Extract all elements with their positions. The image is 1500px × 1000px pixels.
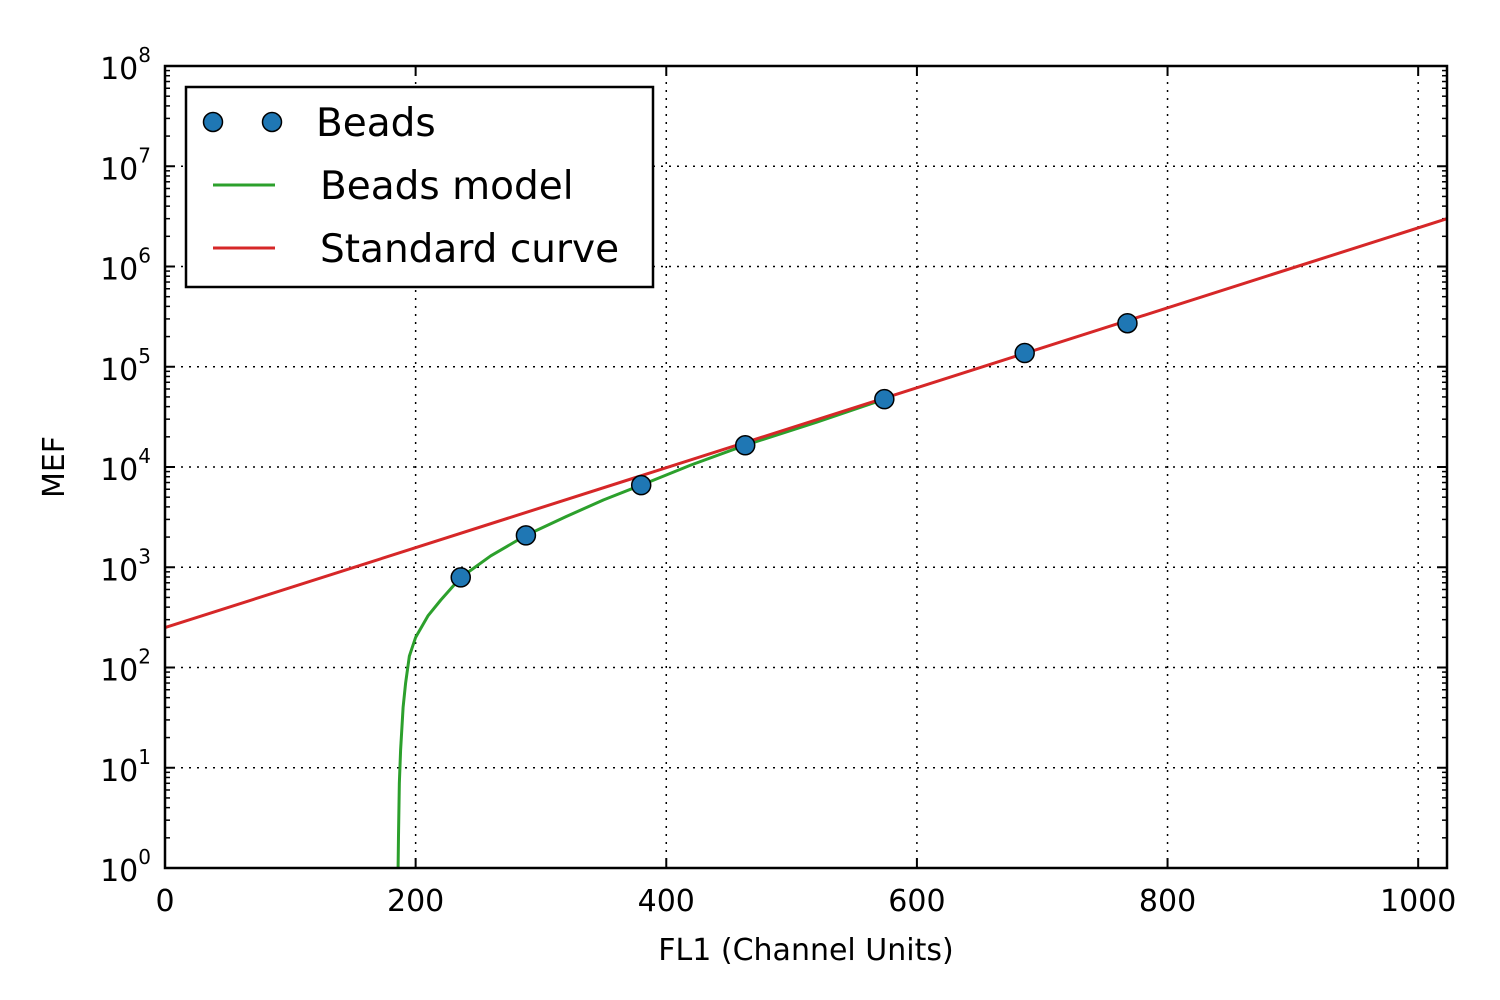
x-tick-label: 400 <box>638 884 695 919</box>
y-tick-label: 108 <box>100 43 151 87</box>
x-tick-label: 1000 <box>1380 884 1456 919</box>
beads-point <box>515 525 537 546</box>
legend: Beads Beads model Standard curve <box>184 85 655 289</box>
plot-series <box>165 217 1447 868</box>
legend-beads-marker-1 <box>202 111 224 133</box>
y-tick-label: 107 <box>100 143 151 187</box>
legend-beads-model-label: Beads model <box>320 164 574 209</box>
beads-point <box>1117 312 1138 334</box>
beads-point <box>630 474 652 496</box>
beads-point <box>874 388 895 410</box>
y-tick-label: 100 <box>100 845 151 889</box>
legend-beads-label: Beads <box>316 101 436 146</box>
tick-labels: 0 200 400 600 800 1000 100 101 102 103 104 105 106 10… <box>100 43 1456 919</box>
plot-frame <box>163 64 1449 870</box>
beads-model-line <box>396 397 885 868</box>
y-tick-label: 104 <box>100 444 151 488</box>
y-axis-label: MEF <box>37 436 72 498</box>
legend-box <box>184 85 655 289</box>
y-tick-label: 101 <box>100 745 151 789</box>
y-tick-label: 106 <box>100 244 151 288</box>
y-tick-label: 105 <box>100 344 151 388</box>
x-tick-label: 600 <box>888 884 945 919</box>
x-tick-label: 800 <box>1139 884 1196 919</box>
legend-beads-marker-2 <box>261 111 283 133</box>
x-axis-label: FL1 (Channel Units) <box>658 933 953 968</box>
beads-point <box>734 435 756 456</box>
beads-point <box>1014 342 1035 364</box>
y-tick-label: 103 <box>100 544 151 588</box>
x-tick-label: 200 <box>387 884 444 919</box>
legend-standard-curve-label: Standard curve <box>320 227 619 272</box>
y-tick-label: 102 <box>100 645 151 689</box>
x-tick-label: 0 <box>155 884 174 919</box>
grid-lines <box>165 66 1447 868</box>
standard-curve-line <box>165 217 1447 630</box>
beads-point <box>450 567 471 588</box>
